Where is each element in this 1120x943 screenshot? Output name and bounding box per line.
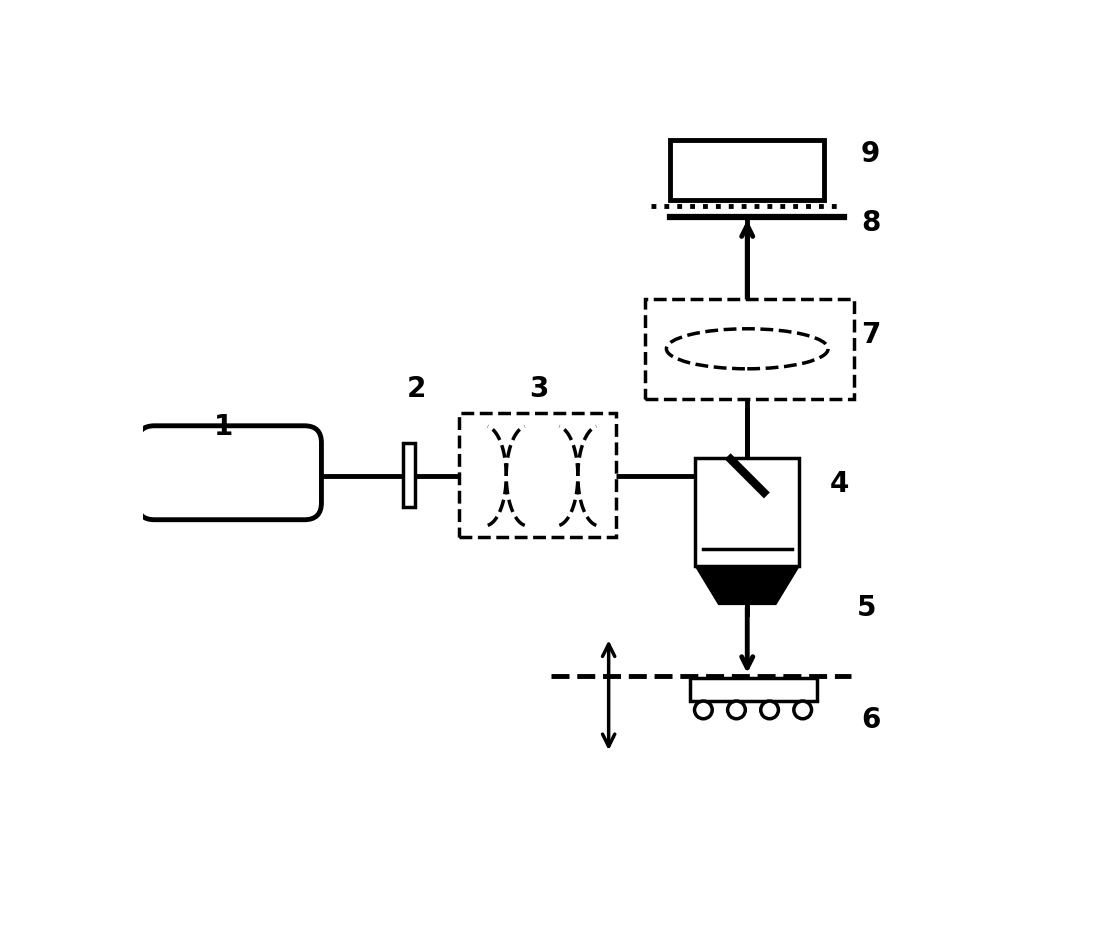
FancyBboxPatch shape	[138, 426, 321, 520]
Bar	[645, 299, 855, 399]
Bar	[690, 678, 816, 701]
Text: 2: 2	[407, 374, 426, 403]
Text: 5: 5	[857, 594, 876, 622]
Circle shape	[794, 701, 812, 719]
Bar	[403, 443, 414, 506]
Bar	[670, 141, 824, 200]
Ellipse shape	[666, 329, 828, 369]
Circle shape	[760, 701, 778, 719]
Polygon shape	[696, 566, 800, 604]
Circle shape	[728, 701, 745, 719]
Text: 3: 3	[530, 374, 549, 403]
Text: 1: 1	[214, 413, 233, 441]
Bar	[458, 413, 616, 538]
Text: 4: 4	[830, 470, 849, 498]
Text: 8: 8	[861, 209, 880, 238]
Circle shape	[694, 701, 712, 719]
Text: 6: 6	[861, 706, 880, 734]
Text: 9: 9	[861, 140, 880, 168]
Text: 7: 7	[861, 321, 880, 349]
Bar	[696, 458, 800, 566]
